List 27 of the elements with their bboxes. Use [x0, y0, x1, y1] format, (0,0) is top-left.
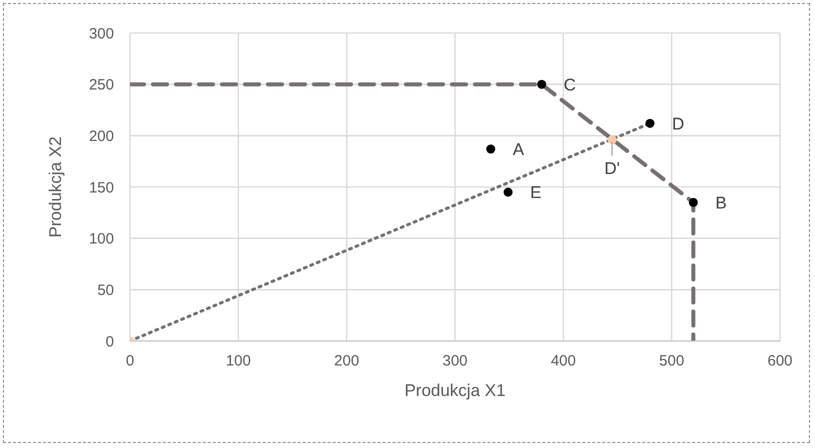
y-tick-label: 50 — [97, 282, 114, 299]
y-tick-label: 300 — [88, 25, 114, 42]
x-tick-label: 600 — [767, 352, 793, 370]
x-tick-label: 200 — [334, 352, 360, 370]
annotation: A — [512, 140, 525, 160]
annotation: C — [564, 75, 576, 94]
x-tick-label: 0 — [126, 352, 134, 370]
y-tick-label: 250 — [88, 76, 114, 94]
x-tick-label: 100 — [226, 352, 251, 370]
x-tick-label: 400 — [550, 352, 576, 370]
point — [688, 198, 698, 207]
y-tick-label: 200 — [88, 128, 114, 145]
x-tick-label: 500 — [659, 352, 684, 370]
point — [486, 144, 496, 154]
point — [537, 80, 546, 89]
y-axis-title: Produkcja X2 — [46, 136, 66, 238]
point — [645, 118, 655, 128]
y-tick-label: 150 — [88, 179, 114, 196]
x-tick-label: 300 — [442, 352, 468, 370]
point — [504, 188, 513, 197]
x-axis-title: Produkcja X1 — [404, 381, 506, 400]
y-tick-label: 100 — [88, 230, 114, 248]
annotation: D — [672, 114, 684, 134]
annotation: B — [715, 193, 727, 212]
annotation: E — [530, 183, 542, 202]
y-tick-label: 0 — [106, 333, 114, 350]
annotation: D' — [604, 158, 620, 178]
